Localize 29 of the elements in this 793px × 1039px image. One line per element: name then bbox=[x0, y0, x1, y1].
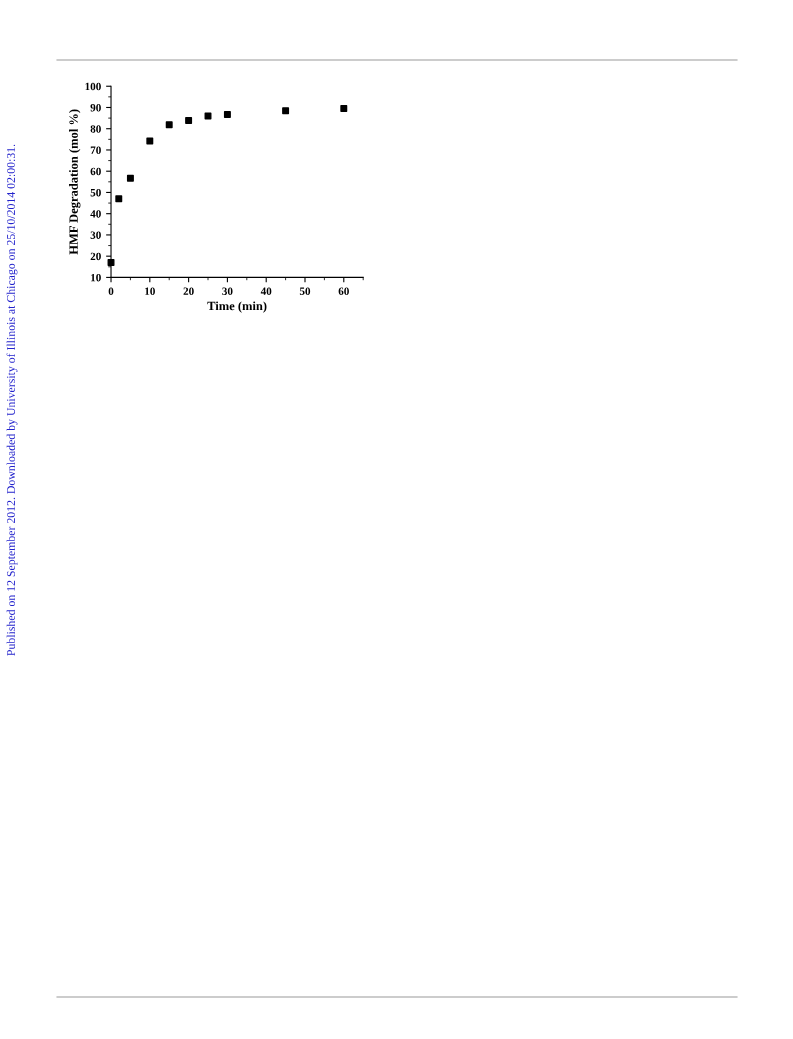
point bbox=[107, 259, 115, 267]
y-tick-label: 90 bbox=[90, 103, 101, 112]
y-tick-label: 50 bbox=[90, 188, 101, 197]
x-tick-label: 50 bbox=[299, 287, 311, 295]
x-tick-label: 60 bbox=[338, 287, 349, 295]
y-tick-label: 60 bbox=[90, 167, 101, 176]
text: Published on 12 September 2012. Downloaded by University of Illinois at Chicago on 25/10/2014 02:00:31. bbox=[6, 144, 18, 656]
y-tick-label: 10 bbox=[91, 273, 101, 282]
y-tick-label: 100 bbox=[85, 82, 101, 91]
point bbox=[223, 111, 231, 118]
point bbox=[146, 137, 154, 145]
x-axis-title: Time (min) bbox=[207, 301, 267, 313]
point bbox=[115, 195, 123, 203]
x-tick-label: 30 bbox=[222, 287, 233, 295]
y-tick-label: 80 bbox=[90, 125, 101, 133]
point bbox=[126, 174, 134, 182]
y-tick-label: 40 bbox=[90, 210, 101, 218]
y-axis-title: HMF Degradation (mol %) bbox=[69, 109, 81, 255]
y-tick-label: 20 bbox=[90, 252, 101, 261]
point bbox=[282, 107, 290, 115]
x-tick-label: 0 bbox=[108, 287, 114, 295]
point bbox=[165, 121, 173, 129]
x-tick-label: 10 bbox=[145, 287, 155, 295]
x-tick-label: 40 bbox=[260, 287, 272, 295]
point bbox=[185, 116, 193, 124]
y-tick-label: 70 bbox=[90, 146, 101, 154]
point bbox=[340, 105, 348, 113]
y-tick-label: 30 bbox=[90, 231, 101, 239]
x-tick-label: 20 bbox=[183, 287, 194, 295]
